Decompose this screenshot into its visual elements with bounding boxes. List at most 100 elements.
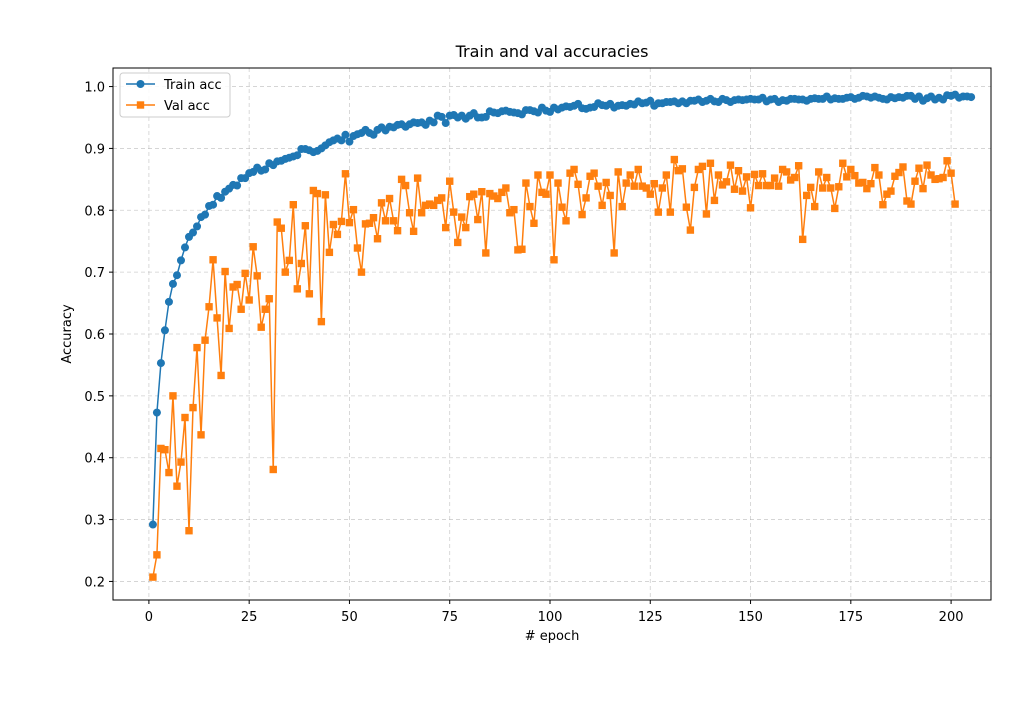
data-point xyxy=(313,189,322,198)
data-point xyxy=(205,303,213,311)
data-point xyxy=(257,323,265,331)
data-point xyxy=(349,205,358,214)
data-point xyxy=(253,272,261,280)
data-point xyxy=(570,165,578,174)
data-point xyxy=(582,194,590,202)
data-point xyxy=(702,210,711,218)
data-point xyxy=(622,179,630,187)
data-point xyxy=(305,290,314,298)
data-point xyxy=(714,171,723,179)
data-point xyxy=(682,203,691,211)
data-point xyxy=(168,279,177,288)
data-point xyxy=(157,444,165,453)
data-point xyxy=(301,222,310,230)
data-point xyxy=(602,178,610,187)
data-point xyxy=(722,178,731,186)
series-line xyxy=(152,158,956,578)
data-point xyxy=(606,191,614,200)
data-point xyxy=(726,161,735,169)
data-point xyxy=(173,482,181,490)
data-point xyxy=(935,175,943,183)
data-point xyxy=(530,219,538,227)
data-point xyxy=(778,165,787,174)
data-point xyxy=(774,182,783,190)
data-point xyxy=(911,177,919,185)
data-point xyxy=(614,168,622,176)
data-point xyxy=(558,203,566,211)
data-point xyxy=(730,185,739,193)
data-point xyxy=(819,184,827,192)
data-point xyxy=(221,267,229,276)
data-point xyxy=(189,228,198,237)
data-point xyxy=(590,169,598,177)
data-point xyxy=(164,297,173,306)
data-point xyxy=(345,137,354,146)
data-point xyxy=(397,175,406,184)
data-point xyxy=(169,392,177,400)
data-point xyxy=(786,176,795,184)
data-point xyxy=(654,208,662,216)
data-point xyxy=(193,343,201,352)
x-tick-label: 150 xyxy=(738,610,763,625)
data-point xyxy=(634,165,642,174)
data-point xyxy=(153,551,161,559)
data-point xyxy=(919,184,927,193)
data-point xyxy=(446,177,454,185)
data-point xyxy=(831,204,839,213)
data-point xyxy=(421,201,430,210)
data-point xyxy=(357,268,366,276)
data-point xyxy=(433,196,442,205)
data-point xyxy=(855,179,863,187)
data-point xyxy=(341,130,350,139)
data-point xyxy=(369,214,378,222)
data-point xyxy=(213,314,221,322)
legend-item: Train acc xyxy=(126,78,222,93)
data-point xyxy=(161,445,169,454)
data-point xyxy=(843,173,851,181)
data-point xyxy=(466,192,474,201)
series-layer xyxy=(148,90,976,581)
data-point xyxy=(598,201,606,210)
data-point xyxy=(586,172,594,180)
data-point xyxy=(506,209,514,217)
data-point xyxy=(417,209,426,217)
data-point xyxy=(967,93,976,102)
series-train-acc xyxy=(148,90,976,529)
plot-area-frame xyxy=(112,67,992,601)
data-point xyxy=(437,112,446,121)
data-point xyxy=(859,178,867,187)
data-point xyxy=(534,171,542,179)
data-point xyxy=(185,527,193,535)
data-point xyxy=(217,193,226,202)
data-point xyxy=(389,217,398,225)
data-point xyxy=(437,194,446,202)
data-point xyxy=(297,259,306,268)
data-point xyxy=(891,172,899,180)
data-point xyxy=(209,256,217,264)
data-point xyxy=(594,182,602,190)
data-point xyxy=(666,208,675,216)
data-point xyxy=(734,166,743,175)
data-point xyxy=(405,209,414,217)
data-point xyxy=(197,431,205,439)
data-point xyxy=(229,283,237,291)
data-point xyxy=(454,238,462,247)
data-point xyxy=(321,191,330,199)
data-point xyxy=(903,197,911,205)
y-tick-label: 0.8 xyxy=(84,204,105,219)
data-point xyxy=(554,179,562,187)
data-point xyxy=(670,155,679,164)
data-point xyxy=(750,170,759,179)
data-point xyxy=(907,200,915,208)
y-tick-label: 1.0 xyxy=(84,81,105,96)
data-point xyxy=(189,403,197,412)
data-point xyxy=(201,336,209,344)
data-point xyxy=(474,215,482,224)
data-point xyxy=(209,200,218,209)
x-tick-label: 100 xyxy=(538,610,563,625)
data-point xyxy=(293,285,302,293)
data-point xyxy=(442,223,450,232)
y-tick-label: 0.7 xyxy=(84,266,105,281)
data-point xyxy=(309,186,318,195)
